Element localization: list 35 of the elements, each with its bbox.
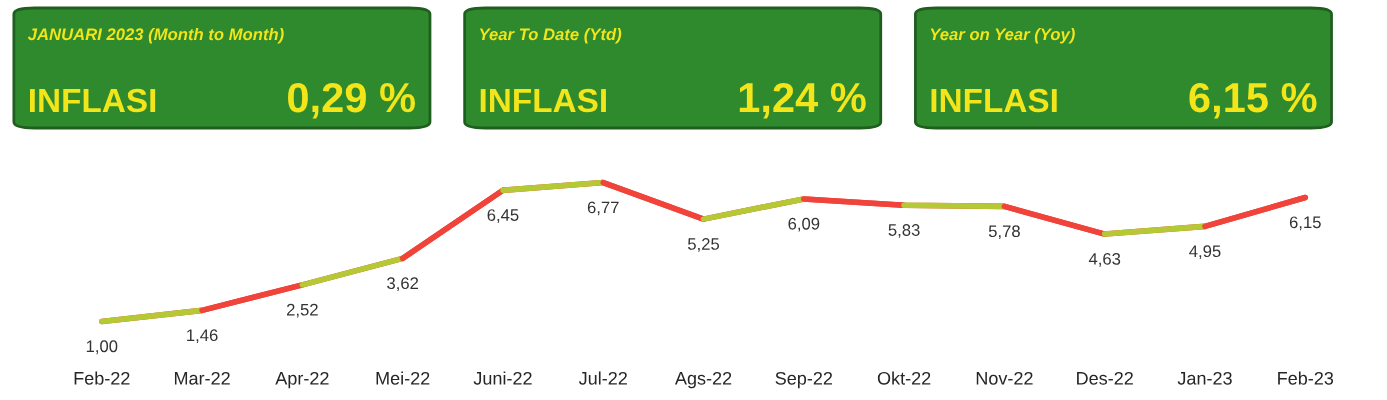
data-label: 6,77 xyxy=(587,201,619,216)
text: 6,15 % xyxy=(1189,82,1317,119)
text: 1,24 % xyxy=(739,82,866,119)
x-tick-label: Nov-22 xyxy=(976,371,1033,385)
data-label: 6,09 xyxy=(788,217,820,232)
x-tick-label: Feb-23 xyxy=(1278,371,1334,385)
x-tick-label: Juni-22 xyxy=(473,371,532,385)
x-tick-label: Okt-22 xyxy=(877,371,931,385)
data-label: 3,62 xyxy=(387,277,419,292)
data-label: 1,46 xyxy=(187,329,218,344)
text: 0,29 % xyxy=(288,82,416,119)
x-tick-label: Sep-22 xyxy=(775,371,833,389)
data-label: 5,83 xyxy=(888,224,920,238)
x-tick-label: Feb-22 xyxy=(74,371,130,385)
x-tick-label: Ags-22 xyxy=(674,371,732,389)
data-label: 6,15 xyxy=(1289,216,1321,231)
text: Year To Date (Ytd) xyxy=(479,27,622,44)
x-tick-label: Mei-22 xyxy=(376,371,430,385)
data-label: 2,52 xyxy=(286,303,318,318)
data-label: 6,45 xyxy=(487,209,519,223)
text: INFLASI xyxy=(29,88,156,113)
x-tick-label: Apr-22 xyxy=(275,371,329,389)
data-label: 5,78 xyxy=(988,225,1020,240)
text: INFLASI xyxy=(480,88,606,113)
x-tick-label: Jan-23 xyxy=(1177,371,1232,385)
x-tick-label: Jul-22 xyxy=(578,371,627,385)
data-label: 5,25 xyxy=(687,238,720,252)
x-tick-label: Des-22 xyxy=(1077,371,1133,385)
text: INFLASI xyxy=(931,88,1057,113)
data-label: 4,95 xyxy=(1189,245,1221,260)
data-label: 4,63 xyxy=(1088,252,1121,267)
data-label: 1,00 xyxy=(86,340,118,355)
x-tick-label: Mar-22 xyxy=(174,371,230,385)
text: JANUARI 2023 (Month to Month) xyxy=(27,27,284,44)
text: Year on Year (Yoy) xyxy=(930,27,1075,44)
